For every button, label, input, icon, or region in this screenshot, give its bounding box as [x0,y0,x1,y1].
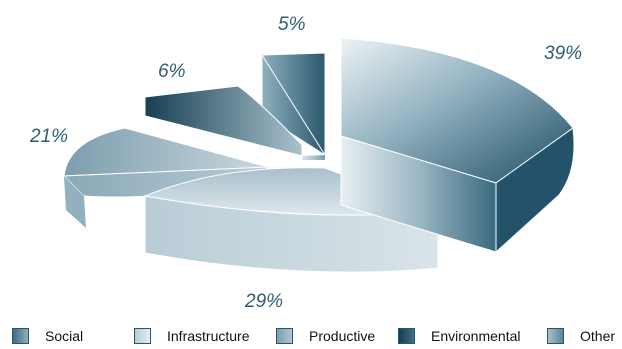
label-other-value: 5% [278,14,306,35]
slice-social [340,37,575,254]
label-infrastructure-value: 29% [244,291,283,312]
label-productive-value: 21% [29,126,68,147]
legend-swatch-social [12,328,29,344]
chart-legend: Social Infrastructure Productive Environ… [0,323,622,349]
legend-label-infrastructure: Infrastructure [167,328,250,344]
legend-swatch-environmental [398,328,415,344]
legend-item-social: Social [12,323,83,349]
label-environmental-value: 6% [158,61,186,82]
legend-swatch-infrastructure [134,328,151,344]
legend-label-social: Social [45,328,84,344]
legend-swatch-productive [276,328,293,344]
label-social-value: 39% [544,43,582,64]
legend-item-productive: Productive [276,323,375,349]
legend-swatch-other [547,328,564,344]
legend-label-other: Other [580,328,616,344]
slice-other [261,52,326,160]
legend-label-environmental: Environmental [431,328,521,344]
legend-label-productive: Productive [309,328,376,344]
legend-item-other: Other [547,323,615,349]
legend-item-environmental: Environmental [398,323,521,349]
legend-item-infrastructure: Infrastructure [134,323,249,349]
slice-environmental [144,85,303,157]
